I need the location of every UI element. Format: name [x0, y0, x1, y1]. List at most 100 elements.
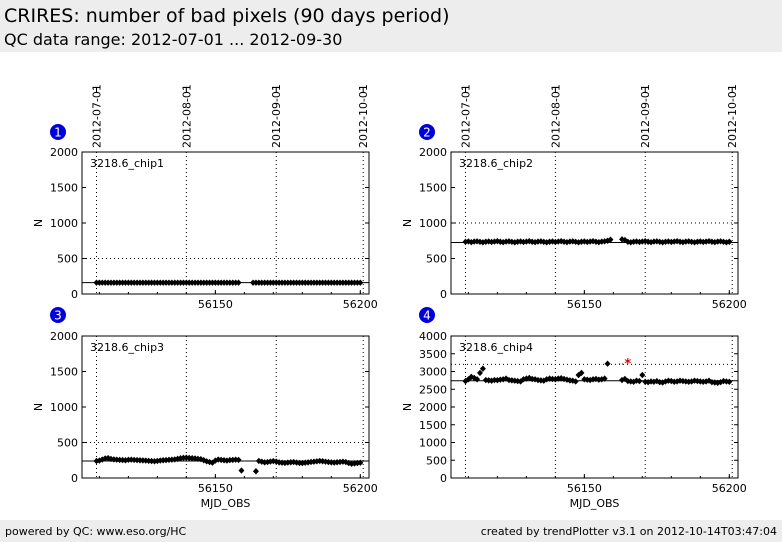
chart-panel-3: 0 500 1000 1500 2000 56150 56200 N MJD_OBS 3218.6… [32, 307, 378, 510]
series-label: 3218.6_chip4 [459, 341, 533, 354]
data-point [238, 467, 245, 474]
y-tick-label: 500 [426, 454, 447, 467]
page-title: CRIRES: number of bad pixels (90 days pe… [4, 5, 450, 27]
date-tick-label: 2012-07-01 [90, 84, 103, 148]
data-point [700, 238, 707, 246]
plot-frame [81, 151, 370, 295]
y-tick-label: 4000 [419, 330, 447, 343]
x-tick-label: 56150 [567, 482, 602, 495]
y-tick-label: 2000 [50, 146, 78, 159]
y-tick-label: 3000 [419, 366, 447, 379]
x-tick-label: 56200 [343, 298, 378, 311]
data-point [636, 377, 643, 385]
y-tick-label: 2500 [419, 383, 447, 396]
date-tick-label: 2012-10-01 [357, 84, 370, 148]
header-bar: CRIRES: number of bad pixels (90 days pe… [0, 0, 782, 52]
y-axis-label: N [401, 219, 414, 227]
data-point [604, 360, 611, 367]
data-point [488, 238, 495, 246]
panel-number: 2 [423, 126, 431, 140]
chart-panel-2: 2012-07-01 2012-08-01 2012-09-01 2012-10-01… [401, 84, 747, 311]
x-tick-label: 56200 [712, 298, 747, 311]
plot-frame [81, 335, 370, 479]
y-tick-label: 500 [426, 253, 447, 266]
y-tick-label: 3500 [419, 348, 447, 361]
data-point [474, 376, 481, 383]
data-point [552, 238, 559, 246]
y-tick-label: 2000 [50, 330, 78, 343]
page-subtitle: QC data range: 2012-07-01 ... 2012-09-30 [4, 30, 343, 49]
x-tick-label: 56150 [198, 298, 233, 311]
data-point [572, 378, 579, 385]
date-tick-label: 2012-08-01 [549, 84, 562, 148]
data-point [726, 378, 733, 385]
x-axis-label: MJD_OBS [570, 497, 620, 510]
panel-number-badge [50, 307, 66, 323]
y-tick-label: 0 [71, 288, 78, 301]
data-point [476, 238, 483, 246]
date-tick-label: 2012-10-01 [726, 84, 739, 148]
data-point [720, 238, 727, 246]
series-label: 3218.6_chip1 [90, 157, 164, 170]
data-point [508, 238, 515, 246]
x-tick-label: 56200 [712, 482, 747, 495]
data-point [252, 468, 259, 475]
data-point [624, 238, 631, 246]
y-tick-label: 1000 [50, 401, 78, 414]
data-point [668, 238, 675, 246]
y-tick-label: 2000 [419, 401, 447, 414]
data-point [607, 236, 614, 243]
data-point [726, 238, 733, 245]
footer-credit: powered by QC: www.eso.org/HC [5, 525, 187, 538]
data-point [584, 238, 591, 246]
data-point [540, 238, 547, 246]
data-point [636, 238, 643, 246]
y-tick-label: 1000 [50, 217, 78, 230]
date-tick-label: 2012-09-01 [270, 84, 283, 148]
data-point [604, 237, 611, 244]
x-tick-label: 56150 [567, 298, 602, 311]
y-axis-label: N [32, 219, 45, 227]
date-tick-label: 2012-09-01 [639, 84, 652, 148]
chart-panel-1: 2012-07-01 2012-08-01 2012-09-01 2012-10-01… [32, 84, 378, 311]
panel-number-badge [419, 307, 435, 323]
data-point [639, 371, 646, 379]
footer-generator: created by trendPlotter v3.1 on 2012-10-… [480, 525, 777, 538]
series-label: 3218.6_chip2 [459, 157, 533, 170]
data-point [462, 238, 469, 246]
data-point [357, 459, 364, 466]
y-tick-label: 0 [440, 472, 447, 485]
x-axis-label: MJD_OBS [201, 497, 251, 510]
y-tick-label: 1500 [419, 182, 447, 195]
panel-number: 3 [54, 309, 62, 323]
data-point [476, 369, 483, 377]
chart-panel-4: * 0 500 1000 1500 2000 2500 3000 3500 4000 56150 56… [401, 307, 747, 510]
data-point [235, 279, 242, 286]
y-tick-label: 2000 [419, 146, 447, 159]
outlier-point: * [624, 357, 631, 372]
y-axis-label: N [32, 403, 45, 411]
panel-number: 4 [423, 309, 431, 323]
data-point [520, 238, 527, 246]
date-tick-label: 2012-08-01 [180, 84, 193, 148]
y-axis-label: N [401, 403, 414, 411]
plot-frame [450, 335, 739, 479]
trend-plots: 2012-07-01 2012-08-01 2012-09-01 2012-10-01… [32, 84, 747, 510]
y-tick-label: 500 [57, 253, 78, 266]
x-tick-label: 56200 [343, 482, 378, 495]
panel-number: 1 [54, 126, 62, 140]
data-point [688, 238, 695, 246]
date-tick-label: 2012-07-01 [459, 84, 472, 148]
series-label: 3218.6_chip3 [90, 341, 164, 354]
data-point [601, 375, 608, 382]
y-tick-label: 1500 [50, 366, 78, 379]
data-point [479, 365, 486, 372]
y-tick-label: 1500 [50, 182, 78, 195]
y-tick-label: 1000 [419, 217, 447, 230]
data-point [578, 369, 585, 377]
data-point [235, 456, 242, 464]
y-tick-label: 0 [440, 288, 447, 301]
y-tick-label: 1500 [419, 419, 447, 432]
plot-frame [450, 151, 739, 295]
data-point [572, 238, 579, 246]
